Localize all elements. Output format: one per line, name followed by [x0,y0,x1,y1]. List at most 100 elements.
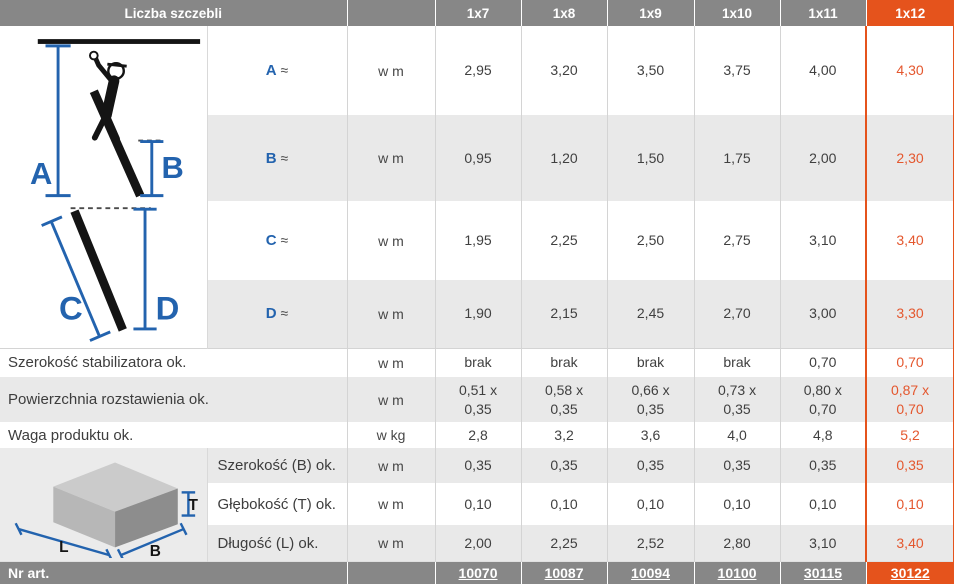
value-a-1x9: 3,50 [607,26,695,115]
approx-symbol: ≈ [280,305,289,322]
row-label-b: B ≈ [206,115,348,201]
stabilizer-1x10: brak [694,347,781,377]
footprint-1x10: 0,73 x 0,35 [694,377,781,422]
unit-header-cell [347,0,436,26]
pkg-depth-1x12: 0,10 [865,483,954,526]
value-d-1x9: 2,45 [607,280,695,348]
value-d-1x11: 3,00 [780,280,867,348]
unit-cell: w m [346,347,436,377]
article-link-30122[interactable]: 30122 [890,564,930,581]
ceiling-line [38,39,201,45]
article-link-10087[interactable]: 10087 [544,564,584,581]
label-l: L [59,539,68,556]
column-header-1x12-highlighted: 1x12 [866,0,954,26]
box-left-face [53,486,116,548]
value-a-1x7: 2,95 [435,26,522,115]
label-b: B [162,150,184,185]
dim-letter-c: C [265,232,277,249]
row-label-package-depth: Głębokość (T) ok. [206,483,348,526]
footprint-1x8: 0,58 x 0,35 [521,377,608,422]
ladder-dimension-diagram: A B C D [0,26,207,348]
value-c-1x7: 1,95 [435,201,522,280]
article-cell: 10100 [694,561,781,584]
unit-cell: w kg [346,422,436,448]
dimension-d-line [133,207,157,331]
article-link-10070[interactable]: 10070 [458,564,498,581]
label-a: A [30,156,52,191]
article-link-10094[interactable]: 10094 [631,564,670,581]
unit-cell: w m [346,201,436,280]
pkg-width-1x10: 0,35 [694,448,781,484]
weight-1x10: 4,0 [694,422,781,448]
pkg-length-1x9: 2,52 [607,525,695,562]
value-c-1x10: 2,75 [694,201,781,280]
box-top-face [53,462,179,512]
value-a-1x10: 3,75 [694,26,781,115]
pkg-depth-1x10: 0,10 [694,483,781,526]
row-label-footprint: Powierzchnia rozstawienia ok. [0,377,348,422]
stabilizer-1x8: brak [521,347,608,377]
pkg-length-1x7: 2,00 [435,525,522,562]
article-cell: 10087 [521,561,608,584]
person-figure [89,50,128,142]
value-b-1x9: 1,50 [607,115,695,201]
dimension-b-line [140,140,164,198]
value-b-1x11: 2,00 [780,115,867,201]
stabilizer-1x11: 0,70 [780,347,867,377]
row-label-weight: Waga produktu ok. [0,422,348,448]
article-link-30115[interactable]: 30115 [803,564,843,581]
approx-symbol: ≈ [280,149,289,166]
article-link-10100[interactable]: 10100 [717,564,757,581]
unit-cell: w m [346,448,436,484]
dim-letter-d: D [265,305,277,323]
pkg-depth-1x7: 0,10 [435,483,522,526]
box-right-face [115,488,179,548]
pkg-depth-1x8: 0,10 [521,483,608,526]
unit-cell: w m [346,280,436,348]
weight-1x7: 2,8 [435,422,522,448]
unit-cell: w m [346,26,436,115]
weight-1x9: 3,6 [607,422,695,448]
value-c-1x8: 2,25 [521,201,608,280]
unit-cell: w m [346,115,436,201]
column-header-1x9: 1x9 [607,0,695,26]
article-cell: 10094 [607,561,695,584]
footprint-1x11: 0,80 x 0,70 [780,377,867,422]
weight-1x11: 4,8 [780,422,867,448]
ladder-upper [90,89,145,198]
value-b-1x10: 1,75 [694,115,781,201]
value-c-1x12: 3,40 [865,201,954,280]
label-d: D [156,290,180,327]
unit-cell: w m [346,377,436,422]
value-d-1x12: 3,30 [865,280,954,348]
dim-letter-b: B [265,149,277,167]
stabilizer-1x12: 0,70 [865,347,954,377]
pkg-width-1x9: 0,35 [607,448,695,484]
article-cell: 10070 [435,561,522,584]
value-b-1x7: 0,95 [435,115,522,201]
value-d-1x8: 2,15 [521,280,608,348]
column-header-1x8: 1x8 [521,0,608,26]
row-label-package-width: Szerokość (B) ok. [206,448,348,484]
pkg-width-1x8: 0,35 [521,448,608,484]
approx-symbol: ≈ [280,62,289,78]
unit-cell: w m [346,525,436,562]
footprint-1x12: 0,87 x 0,70 [865,377,954,422]
label-c: C [59,290,83,327]
footprint-1x9: 0,66 x 0,35 [607,377,695,422]
column-header-1x11: 1x11 [780,0,867,26]
footer-unit-cell [347,561,436,584]
value-c-1x11: 3,10 [780,201,867,280]
approx-symbol: ≈ [280,232,289,248]
pkg-length-1x11: 3,10 [780,525,867,562]
table-title: Liczba szczebli [0,0,348,26]
article-cell-highlighted: 30122 [866,561,954,584]
column-header-1x10: 1x10 [694,0,781,26]
dimension-c-line [41,215,112,343]
row-label-stabilizer-width: Szerokość stabilizatora ok. [0,347,348,377]
package-box-diagram: L B T [0,448,207,562]
pkg-width-1x7: 0,35 [435,448,522,484]
value-a-1x12: 4,30 [865,26,954,115]
footprint-1x7: 0,51 x 0,35 [435,377,522,422]
row-label-article-number: Nr art. [0,561,348,584]
